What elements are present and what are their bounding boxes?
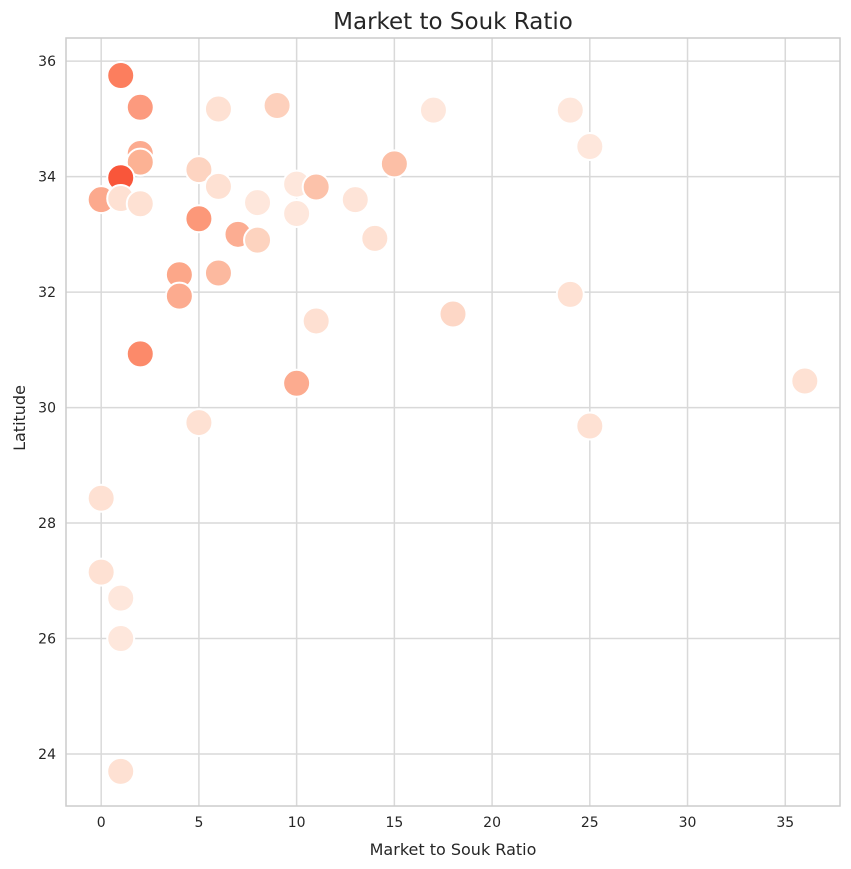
- x-axis-label: Market to Souk Ratio: [370, 840, 537, 859]
- scatter-point: [86, 483, 116, 513]
- scatter-point: [106, 61, 136, 91]
- scatter-point: [106, 624, 136, 654]
- tick-labels: 0 5 10 15 20 25 30 35 24 26 28 30 32 34 36: [38, 54, 794, 831]
- scatter-point: [203, 94, 233, 124]
- x-tick-label: 35: [776, 815, 794, 831]
- scatter-point: [184, 408, 214, 438]
- scatter-point: [790, 366, 820, 396]
- x-tick-label: 5: [194, 815, 203, 831]
- scatter-point: [164, 281, 194, 311]
- scatter-point: [106, 756, 136, 786]
- scatter-point: [575, 132, 605, 162]
- scatter-point: [282, 368, 312, 398]
- y-tick-label: 36: [38, 54, 56, 70]
- x-tick-label: 15: [385, 815, 403, 831]
- chart-title: Market to Souk Ratio: [333, 9, 573, 35]
- scatter-point: [379, 149, 409, 179]
- y-tick-label: 32: [38, 285, 56, 301]
- scatter-point: [203, 171, 233, 201]
- scatter-point: [184, 155, 214, 185]
- data-points: [86, 61, 820, 786]
- scatter-point: [340, 185, 370, 215]
- x-tick-label: 20: [483, 815, 501, 831]
- scatter-point: [125, 339, 155, 369]
- scatter-point: [125, 92, 155, 122]
- scatter-point: [555, 279, 585, 309]
- scatter-point: [203, 258, 233, 288]
- scatter-point: [301, 306, 331, 336]
- x-tick-label: 30: [679, 815, 697, 831]
- scatter-point: [184, 204, 214, 234]
- x-tick-label: 0: [97, 815, 106, 831]
- x-tick-label: 10: [288, 815, 306, 831]
- y-tick-label: 30: [38, 401, 56, 417]
- scatter-point: [125, 189, 155, 219]
- scatter-point: [301, 172, 331, 202]
- scatter-point: [360, 223, 390, 253]
- scatter-point: [262, 91, 292, 121]
- plot-frame: [65, 37, 841, 807]
- y-axis-label: Latitude: [10, 385, 29, 451]
- scatter-point: [418, 95, 448, 125]
- scatter-point: [243, 188, 273, 218]
- scatter-point: [555, 95, 585, 125]
- scatter-point: [106, 583, 136, 613]
- scatter-point: [243, 225, 273, 255]
- y-tick-label: 24: [38, 747, 56, 763]
- y-tick-label: 28: [38, 516, 56, 532]
- axes-frame: [65, 37, 841, 807]
- scatter-point: [282, 199, 312, 229]
- scatter-point: [125, 147, 155, 177]
- y-tick-label: 26: [38, 632, 56, 648]
- x-tick-label: 25: [581, 815, 599, 831]
- scatter-point: [438, 299, 468, 329]
- y-tick-label: 34: [38, 170, 56, 186]
- scatter-point: [575, 411, 605, 441]
- scatter-point: [86, 557, 116, 587]
